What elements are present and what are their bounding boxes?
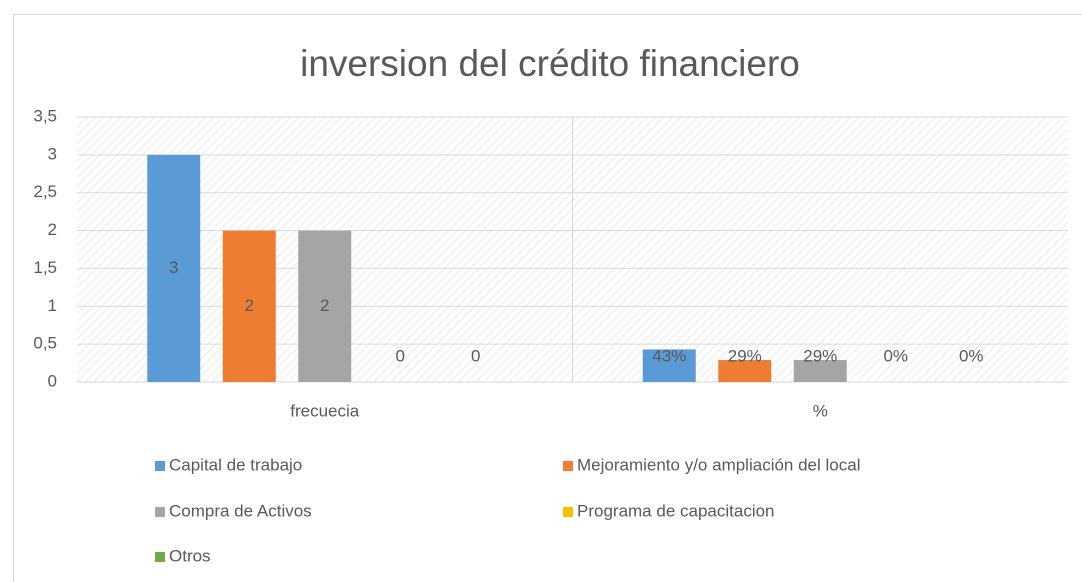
legend-swatch — [155, 461, 165, 471]
bar — [793, 360, 847, 382]
y-tick-label: 0,5 — [33, 334, 57, 353]
y-tick-label: 0 — [48, 371, 57, 390]
bar — [147, 154, 201, 382]
chart-title: inversion del crédito financiero — [300, 43, 800, 84]
data-label: 0 — [396, 346, 405, 365]
y-tick-label: 3,5 — [33, 106, 57, 125]
y-tick-label: 1,5 — [33, 258, 57, 277]
data-label: 2 — [245, 296, 254, 315]
data-label: 43% — [652, 346, 686, 365]
bar — [298, 230, 352, 382]
data-label: 29% — [728, 346, 762, 365]
legend-swatch — [563, 507, 573, 517]
bar — [642, 349, 696, 382]
legend-swatch — [155, 507, 165, 517]
x-tick-label: % — [813, 401, 828, 420]
legend-label: Programa de capacitacion — [577, 501, 775, 520]
legend-label: Compra de Activos — [169, 501, 312, 520]
legend-label: Mejoramiento y/o ampliación del local — [577, 455, 860, 474]
bar — [718, 360, 772, 382]
data-label: 0% — [959, 346, 984, 365]
bar — [222, 230, 276, 382]
x-tick-label: frecuecia — [290, 401, 360, 420]
legend-label: Otros — [169, 546, 211, 565]
legend-label: Capital de trabajo — [169, 455, 302, 474]
data-label: 0 — [471, 346, 480, 365]
data-label: 29% — [803, 346, 837, 365]
y-tick-label: 2 — [48, 220, 57, 239]
legend-swatch — [155, 552, 165, 562]
data-label: 2 — [320, 296, 329, 315]
data-label: 3 — [169, 258, 178, 277]
y-tick-label: 3 — [48, 144, 57, 163]
data-label: 0% — [883, 346, 908, 365]
y-tick-label: 1 — [48, 296, 57, 315]
y-tick-label: 2,5 — [33, 182, 57, 201]
legend-swatch — [563, 461, 573, 471]
